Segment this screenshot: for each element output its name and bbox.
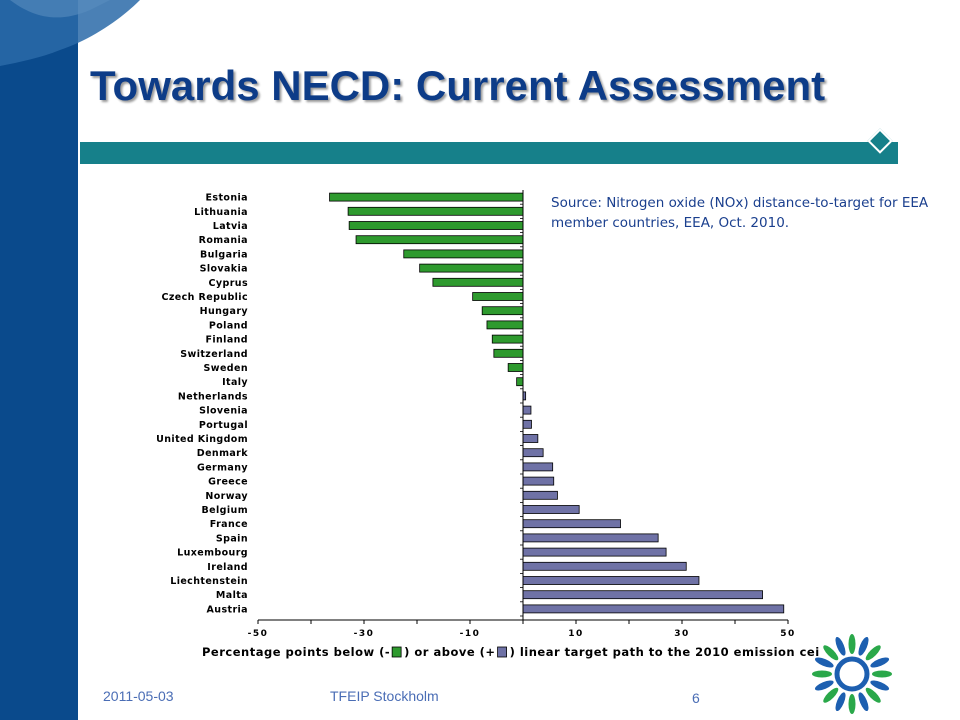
logo-petal <box>858 692 869 712</box>
bar-luxembourg <box>522 547 667 557</box>
category-label: Switzerland <box>180 349 248 360</box>
bar-spain <box>522 533 659 543</box>
bar-slovakia <box>419 263 524 273</box>
legend-below-swatch <box>391 646 402 658</box>
x-tick-label: -30 <box>354 629 375 639</box>
category-label: Portugal <box>199 420 248 431</box>
source-note: Source: Nitrogen oxide (NOx) distance-to… <box>551 195 929 231</box>
x-tick-label: -50 <box>248 629 269 639</box>
x-axis-label-part3: ) linear target path to the 2010 emissio… <box>510 645 820 659</box>
category-label: Austria <box>207 604 248 615</box>
category-label: Netherlands <box>178 391 248 402</box>
x-axis-label-part1: Percentage points below (- <box>202 645 390 659</box>
bar-poland <box>486 320 524 330</box>
bar-france <box>522 519 621 529</box>
category-label: Romania <box>199 235 248 246</box>
bar-sweden <box>507 363 524 372</box>
category-label: Denmark <box>197 448 248 459</box>
bar-united-kingdom <box>522 434 539 443</box>
bar-finland <box>491 334 524 344</box>
category-label: Slovenia <box>199 406 248 417</box>
category-label: Malta <box>216 590 248 601</box>
logo-petal <box>848 634 856 654</box>
title-underline-bar <box>80 142 898 164</box>
x-tick-label: 10 <box>568 629 584 639</box>
category-label: Liechtenstein <box>170 576 248 587</box>
logo-petal <box>858 636 869 656</box>
logo-petal <box>823 645 839 661</box>
bar-greece <box>522 476 555 486</box>
logo-petal <box>812 670 832 678</box>
x-tick-label: 30 <box>674 629 690 639</box>
category-label: Luxembourg <box>177 548 248 559</box>
logo-petal <box>835 636 846 656</box>
bar-portugal <box>522 419 532 429</box>
footer-page-number: 6 <box>692 690 700 706</box>
bar-italy <box>516 377 524 387</box>
bar-liechtenstein <box>522 576 700 585</box>
logo-petal <box>814 657 834 668</box>
category-label: United Kingdom <box>156 434 248 445</box>
bar-bulgaria <box>403 249 524 259</box>
category-label: Norway <box>205 491 248 502</box>
category-label: Greece <box>208 477 248 488</box>
bar-denmark <box>522 448 544 458</box>
bar-latvia <box>348 221 524 230</box>
category-label: Estonia <box>206 193 248 204</box>
logo-petal <box>872 670 892 678</box>
category-label: Sweden <box>204 363 248 374</box>
category-label: Poland <box>209 320 248 331</box>
bar-slovenia <box>522 405 532 415</box>
logo-petal <box>865 645 881 661</box>
bar-switzerland <box>493 348 524 358</box>
category-label: Latvia <box>213 221 248 232</box>
corner-decoration <box>0 0 140 66</box>
category-label: Italy <box>222 377 248 388</box>
logo-petal <box>848 694 856 714</box>
category-label: Spain <box>216 533 248 544</box>
bar-norway <box>522 490 558 500</box>
category-label: Ireland <box>207 562 248 573</box>
bar-hungary <box>481 306 524 316</box>
category-label: Cyprus <box>209 278 248 289</box>
logo-petal <box>870 657 890 668</box>
category-label: Czech Republic <box>161 292 248 303</box>
eea-logo-icon <box>812 634 892 714</box>
legend-above-swatch <box>497 646 507 658</box>
category-label: Hungary <box>200 306 249 317</box>
bar-estonia <box>329 192 524 202</box>
bar-lithuania <box>347 206 524 216</box>
bar-ireland <box>522 561 687 571</box>
logo-petal <box>823 687 839 703</box>
bar-cyprus <box>432 277 524 287</box>
bar-czech-republic <box>472 292 524 301</box>
category-label: Belgium <box>202 505 248 516</box>
bar-austria <box>522 604 785 614</box>
category-label: Finland <box>205 335 248 346</box>
x-axis-label-part2: ) or above (+ <box>404 645 495 659</box>
nox-distance-chart: Estonia Lithuania Latvia Romania Bulgaria Slo… <box>156 190 820 659</box>
footer-date: 2011-05-03 <box>103 688 174 704</box>
category-label: Germany <box>197 462 248 473</box>
logo-petal <box>835 692 846 712</box>
x-tick-label: 50 <box>780 629 796 639</box>
category-label: Lithuania <box>194 207 248 218</box>
logo-ring <box>834 656 870 692</box>
bar-belgium <box>522 505 580 514</box>
logo-petal <box>814 680 834 691</box>
slide-title: Towards NECD: Current Assessment <box>90 62 826 109</box>
bar-romania <box>355 235 524 245</box>
logo-petal <box>865 687 881 703</box>
left-sidebar <box>0 0 78 720</box>
category-label: Bulgaria <box>200 249 248 260</box>
bar-germany <box>522 462 554 472</box>
bar-malta <box>522 590 763 600</box>
x-tick-label: -10 <box>460 629 481 639</box>
footer-event: TFEIP Stockholm <box>330 688 439 704</box>
category-label: Slovakia <box>200 264 248 275</box>
logo-petal <box>870 680 890 691</box>
category-label: France <box>210 519 248 530</box>
